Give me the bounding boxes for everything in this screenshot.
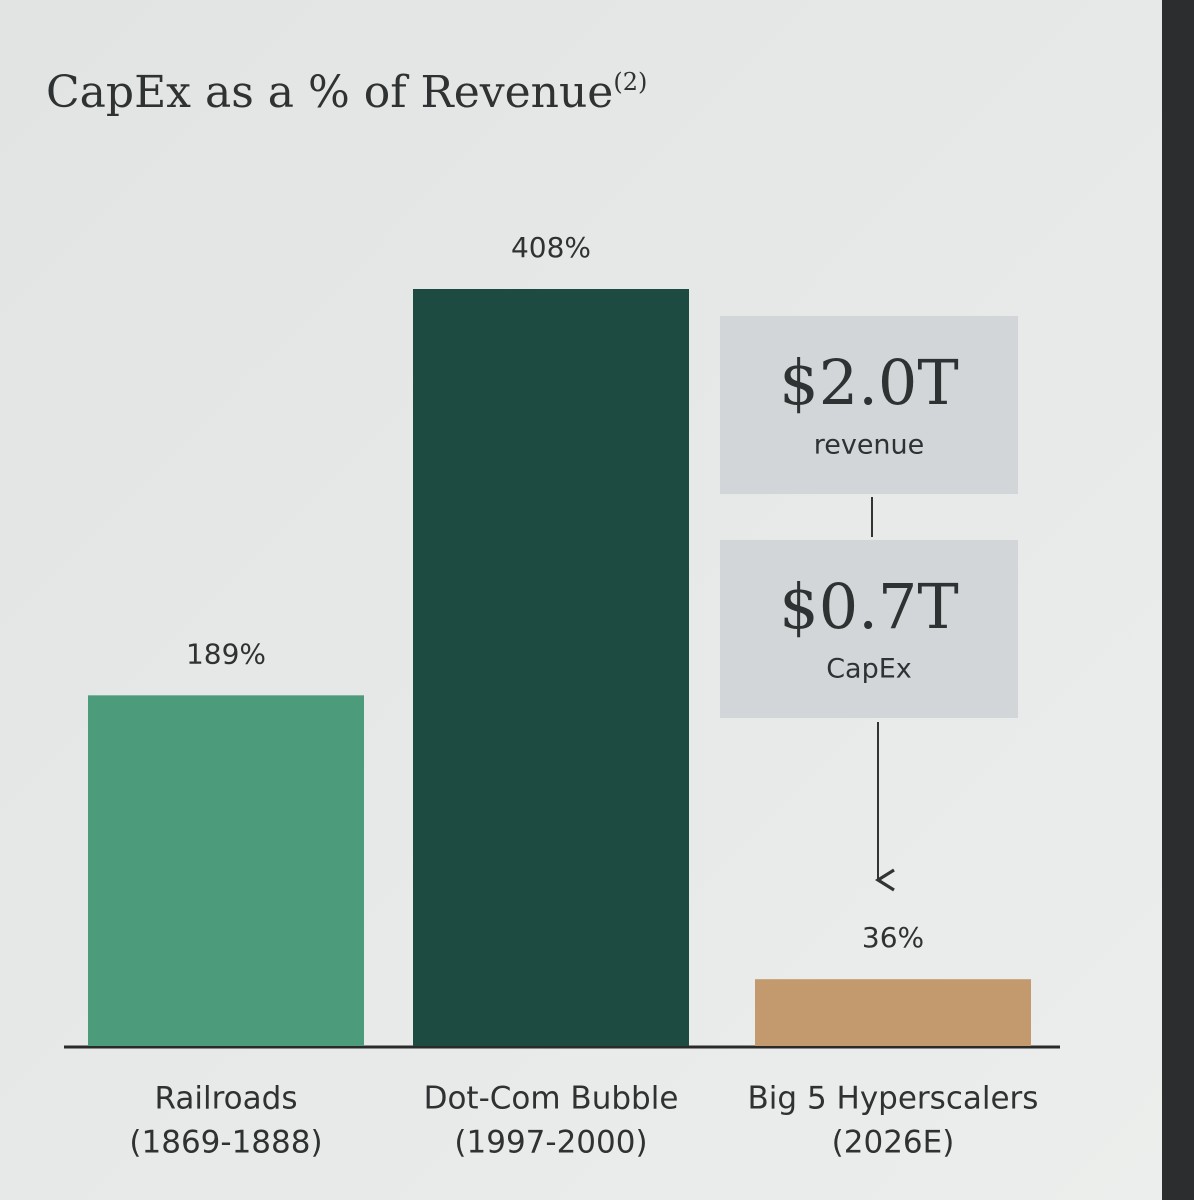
bar <box>413 289 689 1046</box>
x-tick-label: (2026E) <box>832 1125 955 1161</box>
chart-title: CapEx as a % of Revenue(2) <box>46 67 647 118</box>
annotation-label: revenue <box>814 430 925 461</box>
value-label: 189% <box>186 637 266 670</box>
x-tick-label: (1997-2000) <box>454 1125 647 1161</box>
x-tick-label: Railroads <box>155 1081 298 1117</box>
x-tick-label: Dot-Com Bubble <box>424 1081 679 1117</box>
x-tick-label: (1869-1888) <box>129 1125 322 1161</box>
bar <box>755 979 1031 1046</box>
x-tick-label: Big 5 Hyperscalers <box>748 1081 1039 1117</box>
title-text: CapEx as a % of Revenue <box>46 67 613 118</box>
annotation-value: $2.0T <box>779 346 958 419</box>
annotation-box <box>720 540 1018 718</box>
value-label: 36% <box>862 921 924 954</box>
annotation-value: $0.7T <box>779 570 958 643</box>
title-note: (2) <box>613 68 647 96</box>
value-label: 408% <box>511 231 591 264</box>
annotation-box <box>720 316 1018 494</box>
annotation-label: CapEx <box>826 654 912 685</box>
bar <box>88 695 364 1046</box>
screen-edge <box>1162 0 1194 1200</box>
